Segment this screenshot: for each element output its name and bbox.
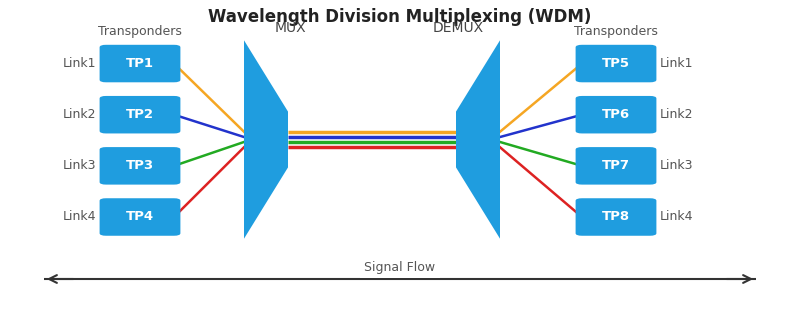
Text: TP5: TP5 (602, 57, 630, 70)
Text: Link4: Link4 (63, 210, 96, 224)
FancyBboxPatch shape (576, 45, 656, 82)
Polygon shape (456, 40, 500, 239)
Text: MUX: MUX (274, 21, 306, 35)
FancyBboxPatch shape (576, 96, 656, 133)
Text: Transponders: Transponders (98, 24, 182, 38)
FancyBboxPatch shape (99, 96, 180, 133)
FancyBboxPatch shape (99, 45, 180, 82)
Text: Link3: Link3 (659, 159, 693, 172)
Text: DEMUX: DEMUX (433, 21, 483, 35)
Text: TP6: TP6 (602, 108, 630, 121)
Text: TP2: TP2 (126, 108, 154, 121)
FancyBboxPatch shape (99, 198, 180, 236)
Text: TP1: TP1 (126, 57, 154, 70)
Text: Signal Flow: Signal Flow (365, 261, 435, 274)
Text: Link1: Link1 (659, 57, 693, 70)
Text: TP4: TP4 (126, 210, 154, 224)
Text: Wavelength Division Multiplexing (WDM): Wavelength Division Multiplexing (WDM) (208, 8, 592, 26)
FancyBboxPatch shape (99, 147, 180, 184)
FancyBboxPatch shape (576, 198, 656, 236)
Text: Transponders: Transponders (574, 24, 658, 38)
FancyBboxPatch shape (576, 147, 656, 184)
Text: TP3: TP3 (126, 159, 154, 172)
Text: Link3: Link3 (63, 159, 96, 172)
Text: Link1: Link1 (63, 57, 96, 70)
Text: Link2: Link2 (659, 108, 693, 121)
Polygon shape (244, 40, 288, 239)
Text: TP7: TP7 (602, 159, 630, 172)
Text: TP8: TP8 (602, 210, 630, 224)
Text: Link2: Link2 (63, 108, 96, 121)
Text: Link4: Link4 (659, 210, 693, 224)
